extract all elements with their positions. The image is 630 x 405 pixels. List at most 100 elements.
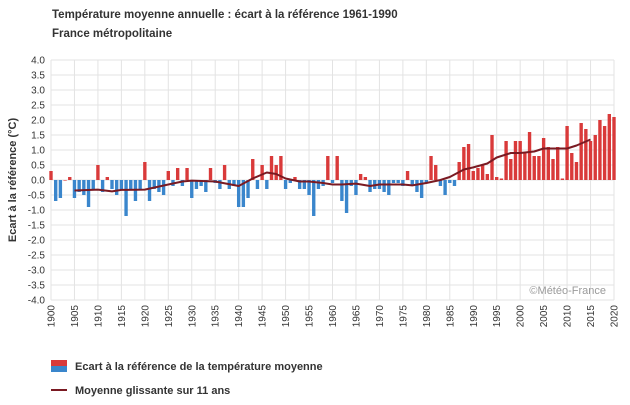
bar [495, 177, 499, 180]
x-tick-label: 1980 [422, 305, 433, 328]
x-tick-label: 2005 [539, 305, 550, 328]
x-tick-label: 1920 [140, 305, 151, 328]
bar [68, 177, 72, 180]
bar [598, 120, 602, 180]
bar [509, 159, 513, 180]
bar [302, 180, 307, 189]
bar [448, 180, 452, 183]
bar [279, 156, 283, 180]
bar [236, 180, 241, 207]
x-tick-label: 1910 [93, 305, 104, 328]
bar [401, 180, 405, 186]
bar [152, 180, 156, 189]
x-tick-label: 1930 [187, 305, 198, 328]
legend-swatch-negative [51, 366, 67, 372]
bar [208, 168, 213, 180]
bar [424, 180, 429, 183]
bar [119, 180, 124, 189]
legend: Ecart à la référence de la température m… [51, 360, 323, 397]
bar [546, 147, 551, 180]
bar [607, 114, 611, 180]
bar [579, 123, 583, 180]
bar [471, 171, 475, 180]
x-tick-label: 1960 [328, 305, 339, 328]
y-tick-label: 4.0 [31, 56, 45, 67]
x-tick-label: 1925 [164, 305, 175, 328]
bar [307, 180, 311, 195]
y-tick-label: -2.5 [28, 251, 46, 262]
bar [382, 180, 386, 192]
bar [326, 156, 330, 180]
bar [541, 138, 546, 180]
bar [434, 165, 438, 180]
bar [255, 180, 260, 189]
bar [293, 177, 297, 180]
bar [405, 171, 410, 180]
x-tick-label: 1900 [47, 305, 58, 328]
x-tick-label: 1950 [281, 305, 292, 328]
legend-line-label: Moyenne glissante sur 11 ans [75, 385, 230, 397]
x-tick-label: 1975 [398, 305, 409, 328]
bar [222, 165, 227, 180]
bar [602, 126, 607, 180]
bar [523, 153, 527, 180]
bar [593, 135, 597, 180]
bar [190, 180, 194, 198]
bar [312, 180, 316, 216]
bar [574, 162, 579, 180]
bar [499, 178, 504, 180]
bar [419, 180, 424, 198]
bar [462, 147, 466, 180]
x-tick-labels: 1900 1905 1910 1915 1920 1925 1930 1935 1940 1945… [47, 305, 621, 328]
bar [415, 180, 419, 192]
bar [513, 141, 518, 180]
bar [96, 165, 100, 180]
bar [241, 180, 246, 207]
bar [340, 180, 344, 201]
bar [532, 156, 536, 180]
y-tick-label: -3.0 [28, 266, 46, 277]
x-tick-label: 2020 [610, 305, 621, 328]
bar [480, 165, 485, 180]
bar [518, 141, 522, 180]
bar [143, 162, 147, 180]
y-tick-label: 3.0 [31, 86, 45, 97]
bar [363, 177, 368, 180]
bar [114, 180, 119, 195]
y-tick-labels: 4.0 3.5 3.0 2.5 2.0 1.5 1.0 0.5 0.0 -0.5 -1.0 -1.5 -… [28, 56, 46, 307]
bar [265, 180, 269, 189]
bar [556, 147, 560, 180]
y-axis-title: Ecart à la référence (°C) [7, 118, 19, 243]
y-tick-label: 3.5 [31, 71, 45, 82]
bar [466, 144, 471, 180]
x-tick-label: 2015 [586, 305, 597, 328]
bar [63, 180, 67, 181]
bar [100, 180, 105, 192]
bar [58, 180, 63, 198]
chart-subtitle: France métropolitaine [52, 28, 173, 40]
bar [199, 180, 203, 186]
bar [391, 180, 396, 183]
y-tick-label: 2.5 [31, 101, 45, 112]
bar [396, 180, 400, 183]
y-tick-label: 0.5 [31, 161, 45, 172]
bar [138, 180, 142, 189]
bar [316, 180, 321, 189]
bar [251, 159, 255, 180]
credit-label: ©Météo-France [529, 285, 606, 297]
bar [387, 180, 391, 195]
y-tick-label: -3.5 [28, 281, 46, 292]
bar [166, 171, 170, 180]
y-tick-label: 1.0 [31, 146, 45, 157]
bar [438, 180, 443, 186]
bar [330, 180, 335, 183]
bar [429, 156, 433, 180]
chart-title: Température moyenne annuelle : écart à l… [52, 9, 398, 21]
bar [49, 171, 53, 180]
bar [504, 141, 508, 180]
bar [560, 178, 565, 180]
bar [82, 180, 86, 195]
bar [105, 177, 109, 180]
bar [565, 126, 569, 180]
